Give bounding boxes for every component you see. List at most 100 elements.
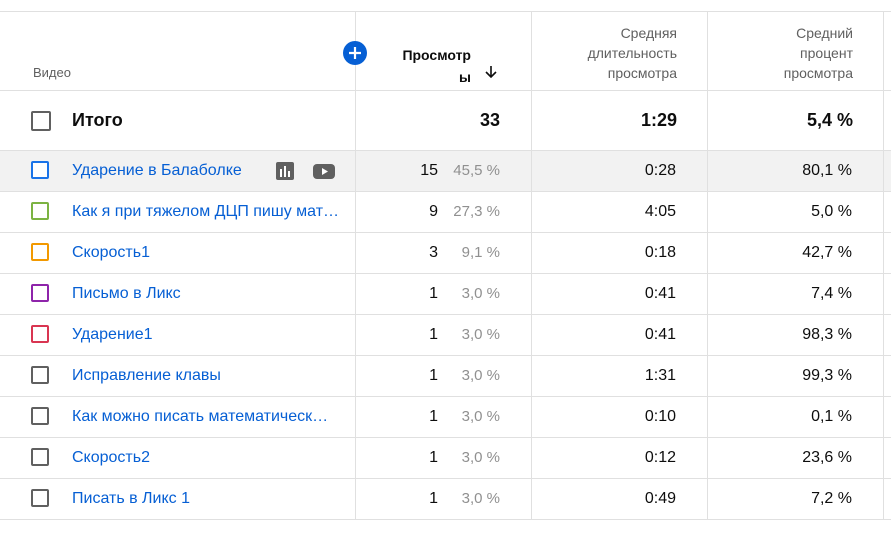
row-views: 9 bbox=[429, 203, 438, 220]
row-avg-percent: 98,3 % bbox=[802, 326, 852, 343]
video-title-link[interactable]: Исправление клавы bbox=[72, 367, 221, 384]
row-avg-duration: 0:12 bbox=[644, 449, 676, 466]
row-checkbox[interactable] bbox=[31, 202, 49, 220]
row-views-share: 3,0 % bbox=[461, 408, 500, 425]
row-checkbox[interactable] bbox=[31, 366, 49, 384]
table-row[interactable]: Ударение в Балаболке 15 45,5 % 0:28 80,1 % bbox=[0, 151, 891, 192]
row-views: 1 bbox=[429, 449, 438, 466]
row-avg-percent: 5,0 % bbox=[811, 203, 852, 220]
row-checkbox[interactable] bbox=[31, 284, 49, 302]
column-divider bbox=[707, 397, 708, 437]
column-divider bbox=[883, 438, 884, 478]
column-divider bbox=[707, 91, 708, 150]
column-divider bbox=[883, 315, 884, 355]
add-metric-button[interactable] bbox=[343, 41, 367, 65]
views-header-line1: Просмотр bbox=[402, 47, 471, 63]
table-row[interactable]: Как можно писать математическ… 1 3,0 % 0:10… bbox=[0, 397, 891, 438]
column-divider bbox=[883, 91, 884, 150]
youtube-icon[interactable] bbox=[313, 161, 335, 181]
views-column-header[interactable]: Просмотр ы bbox=[370, 44, 471, 88]
video-title-link[interactable]: Как я при тяжелом ДЦП пишу мат… bbox=[72, 203, 340, 220]
row-checkbox[interactable] bbox=[31, 448, 49, 466]
column-divider bbox=[355, 356, 356, 396]
row-avg-duration: 0:41 bbox=[644, 326, 676, 343]
column-divider bbox=[883, 151, 884, 191]
table-row[interactable]: Ударение1 1 3,0 % 0:41 98,3 % bbox=[0, 315, 891, 356]
row-views: 1 bbox=[429, 326, 438, 343]
total-avg-duration: 1:29 bbox=[640, 110, 677, 130]
bar-chart-icon[interactable] bbox=[275, 161, 295, 181]
column-divider bbox=[707, 151, 708, 191]
video-title-link[interactable]: Скорость1 bbox=[72, 244, 150, 261]
table-row[interactable]: Письмо в Ликс 1 3,0 % 0:41 7,4 % bbox=[0, 274, 891, 315]
video-title-link[interactable]: Письмо в Ликс bbox=[72, 285, 181, 302]
table-row[interactable]: Как я при тяжелом ДЦП пишу мат… 9 27,3 % 4:… bbox=[0, 192, 891, 233]
column-divider bbox=[707, 479, 708, 519]
video-title-link[interactable]: Как можно писать математическ… bbox=[72, 408, 329, 425]
video-title-link[interactable]: Скорость2 bbox=[72, 449, 150, 466]
column-divider bbox=[883, 192, 884, 232]
avg-duration-header-line: Средняя bbox=[620, 25, 677, 41]
video-title-link[interactable]: Писать в Ликс 1 bbox=[72, 490, 190, 507]
row-checkbox[interactable] bbox=[31, 407, 49, 425]
row-views: 1 bbox=[429, 285, 438, 302]
row-avg-percent: 7,2 % bbox=[811, 490, 852, 507]
video-title-link[interactable]: Ударение1 bbox=[72, 326, 153, 343]
table-row[interactable]: Исправление клавы 1 3,0 % 1:31 99,3 % bbox=[0, 356, 891, 397]
table-header: Видео Просмотр ы Средняя длительность пр… bbox=[0, 11, 891, 91]
row-checkbox[interactable] bbox=[31, 243, 49, 261]
column-divider bbox=[883, 479, 884, 519]
avg-duration-header-line: просмотра bbox=[607, 65, 677, 81]
row-avg-percent: 99,3 % bbox=[802, 367, 852, 384]
video-column-header: Видео bbox=[33, 65, 71, 80]
column-divider bbox=[355, 397, 356, 437]
arrow-down-icon[interactable] bbox=[483, 64, 499, 80]
table-row[interactable]: Писать в Ликс 1 1 3,0 % 0:49 7,2 % bbox=[0, 479, 891, 520]
table-row[interactable]: Скорость2 1 3,0 % 0:12 23,6 % bbox=[0, 438, 891, 479]
row-avg-duration: 1:31 bbox=[644, 367, 676, 384]
video-rows: Ударение в Балаболке 15 45,5 % 0:28 80,1 % К… bbox=[0, 151, 891, 520]
column-divider bbox=[707, 12, 708, 90]
row-avg-duration: 4:05 bbox=[644, 203, 676, 220]
column-divider bbox=[355, 192, 356, 232]
column-divider bbox=[883, 233, 884, 273]
column-divider bbox=[355, 479, 356, 519]
column-divider bbox=[355, 274, 356, 314]
select-all-checkbox[interactable] bbox=[31, 111, 51, 131]
row-views-share: 27,3 % bbox=[453, 203, 500, 220]
column-divider bbox=[531, 192, 532, 232]
column-divider bbox=[883, 397, 884, 437]
row-avg-duration: 0:18 bbox=[644, 244, 676, 261]
column-divider bbox=[707, 274, 708, 314]
column-divider bbox=[531, 233, 532, 273]
row-avg-duration: 0:41 bbox=[644, 285, 676, 302]
row-avg-percent: 7,4 % bbox=[811, 285, 852, 302]
avg-percent-column-header[interactable]: Средний процент просмотра bbox=[736, 23, 853, 83]
total-label: Итого bbox=[72, 110, 123, 130]
column-divider bbox=[531, 151, 532, 191]
column-divider bbox=[355, 233, 356, 273]
row-views: 1 bbox=[429, 408, 438, 425]
column-divider bbox=[355, 91, 356, 150]
column-divider bbox=[531, 438, 532, 478]
table-row[interactable]: Скорость1 3 9,1 % 0:18 42,7 % bbox=[0, 233, 891, 274]
row-views-share: 3,0 % bbox=[461, 285, 500, 302]
row-avg-percent: 42,7 % bbox=[802, 244, 852, 261]
row-views: 1 bbox=[429, 367, 438, 384]
row-views-share: 3,0 % bbox=[461, 326, 500, 343]
row-checkbox[interactable] bbox=[31, 325, 49, 343]
column-divider bbox=[707, 192, 708, 232]
video-title-link[interactable]: Ударение в Балаболке bbox=[72, 162, 242, 179]
row-avg-duration: 0:10 bbox=[644, 408, 676, 425]
column-divider bbox=[707, 438, 708, 478]
row-checkbox[interactable] bbox=[31, 489, 49, 507]
row-checkbox[interactable] bbox=[31, 161, 49, 179]
row-views: 1 bbox=[429, 490, 438, 507]
avg-duration-column-header[interactable]: Средняя длительность просмотра bbox=[560, 23, 677, 83]
row-views-share: 45,5 % bbox=[453, 162, 500, 179]
row-views-share: 3,0 % bbox=[461, 367, 500, 384]
avg-percent-header-line: процент bbox=[800, 45, 853, 61]
column-divider bbox=[883, 12, 884, 90]
column-divider bbox=[355, 151, 356, 191]
row-avg-percent: 80,1 % bbox=[802, 162, 852, 179]
